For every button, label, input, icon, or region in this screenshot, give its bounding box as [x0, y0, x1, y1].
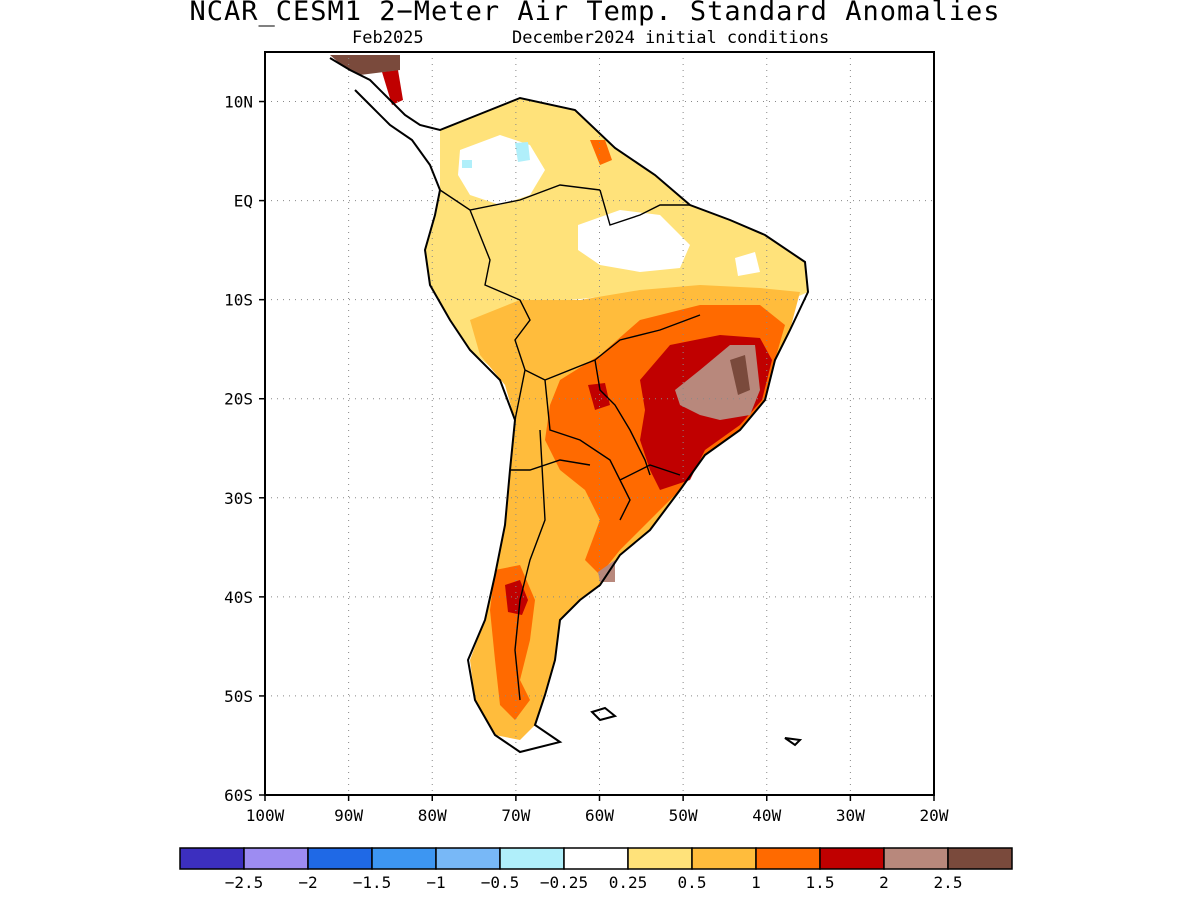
- colorbar-label: 0.5: [678, 873, 707, 892]
- colorbar-label: −1.5: [353, 873, 392, 892]
- colorbar-swatch: [819, 847, 885, 870]
- colorbar-swatch: [307, 847, 373, 870]
- anomaly-above-2.5-central-america: [330, 55, 400, 75]
- colorbar-swatch: [755, 847, 821, 870]
- anomaly-negative-spot: [515, 142, 530, 162]
- colorbar-label: 1: [751, 873, 761, 892]
- lon-tick-label: 20W: [920, 806, 949, 825]
- lon-tick-label: 100W: [246, 806, 285, 825]
- neutral-ne-brazil: [735, 252, 760, 276]
- south-georgia: [784, 737, 803, 747]
- colorbar-swatch: [563, 847, 629, 870]
- colorbar: −2.5 −2 −1.5 −1 −0.5 −0.25 0.25 0.5 1 1.5 2 2.5: [179, 847, 1013, 892]
- lat-tick-label: 60S: [224, 786, 253, 805]
- colorbar-swatch: [435, 847, 501, 870]
- lon-tick-label: 50W: [669, 806, 698, 825]
- colorbar-label: −1: [426, 873, 445, 892]
- colorbar-label: −0.5: [481, 873, 520, 892]
- lon-tick-label: 60W: [585, 806, 614, 825]
- lon-tick-label: 80W: [418, 806, 447, 825]
- lat-tick-label: 30S: [224, 489, 253, 508]
- colorbar-label: −2: [298, 873, 317, 892]
- anomaly-field: [330, 55, 808, 752]
- colorbar-swatch: [947, 847, 1013, 870]
- lon-tick-label: 30W: [836, 806, 865, 825]
- colorbar-swatch: [883, 847, 949, 870]
- initial-conditions: December2024 initial conditions: [512, 28, 830, 48]
- lat-tick-label: EQ: [234, 192, 253, 211]
- south-america-coastline: [329, 57, 810, 754]
- colorbar-label: 2.5: [934, 873, 963, 892]
- anomaly-above-2.5: [730, 355, 750, 395]
- coastlines: [329, 57, 810, 754]
- anomaly-2-2.5-argentina: [598, 560, 615, 582]
- lon-tick-label: 70W: [501, 806, 530, 825]
- colorbar-label: 0.25: [609, 873, 648, 892]
- neutral-amazon: [578, 210, 690, 272]
- country-borders: [439, 184, 701, 701]
- colorbar-label: 1.5: [806, 873, 835, 892]
- colorbar-swatch: [627, 847, 693, 870]
- falkland-islands: [590, 706, 618, 722]
- lat-tick-label: 20S: [224, 390, 253, 409]
- map-title: NCAR_CESM1 2−Meter Air Temp. Standard An…: [189, 0, 1001, 27]
- lat-tick-label: 40S: [224, 588, 253, 607]
- anomaly-1-1.5-north: [590, 140, 612, 165]
- lon-tick-label: 90W: [334, 806, 363, 825]
- anomaly-1.5-2-bolivia: [588, 383, 610, 410]
- colorbar-swatch: [371, 847, 437, 870]
- colorbar-swatch: [243, 847, 309, 870]
- lat-tick-label: 50S: [224, 687, 253, 706]
- colorbar-label: −2.5: [225, 873, 264, 892]
- lat-tick-label: 10N: [224, 93, 253, 112]
- anomaly-negative-spot-2: [462, 160, 472, 168]
- colorbar-label: −0.25: [540, 873, 588, 892]
- colorbar-label: 2: [879, 873, 889, 892]
- colorbar-swatch: [499, 847, 565, 870]
- anomaly-1.5-2-central-america: [382, 70, 403, 105]
- colorbar-swatch: [179, 847, 245, 870]
- forecast-month: Feb2025: [352, 28, 424, 48]
- lat-tick-label: 10S: [224, 291, 253, 310]
- colorbar-swatch: [691, 847, 757, 870]
- lon-tick-label: 40W: [752, 806, 781, 825]
